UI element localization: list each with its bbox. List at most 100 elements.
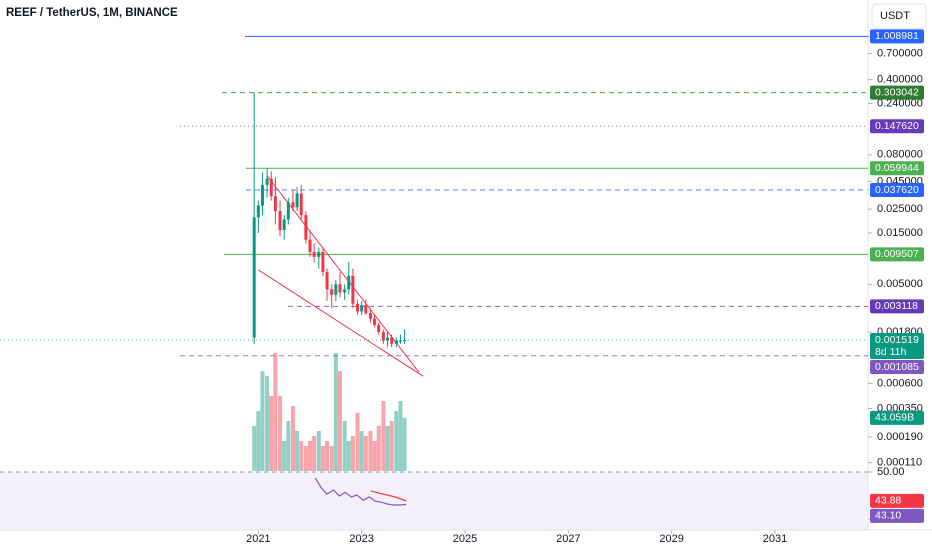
volume-bar — [282, 441, 287, 471]
candle-body — [256, 205, 260, 218]
candle-body — [330, 289, 334, 295]
volume-badge-bg — [870, 410, 924, 425]
volume-bar — [260, 371, 265, 471]
price-badge: 0.037620 — [870, 183, 924, 198]
volume-bar — [312, 435, 317, 471]
y-tick-label: 0.000110 — [877, 457, 922, 469]
volume-bar — [394, 411, 399, 471]
volume-bar — [299, 441, 304, 471]
currency-button[interactable]: USDT — [871, 3, 927, 29]
price-badge-text: 0.147620 — [875, 120, 919, 132]
price-badge-bg — [870, 161, 924, 176]
candle-body — [356, 303, 360, 312]
rsi-badge: 43.88 — [870, 493, 924, 508]
y-tick-label: 0.400000 — [877, 74, 923, 86]
rsi-pane — [0, 472, 868, 530]
rsi-badge-bg — [870, 508, 924, 523]
rsi-badge-bg — [870, 493, 924, 508]
candle-body — [321, 251, 325, 273]
rsi-badge-text: 43.10 — [875, 510, 901, 522]
price-badge: 0.147620 — [870, 119, 924, 134]
volume-badge-text: 43.059B — [875, 412, 914, 424]
volume-bar — [342, 421, 347, 471]
volume-bar — [350, 435, 355, 471]
trendline — [258, 269, 424, 377]
candle-body — [334, 284, 338, 295]
x-tick-label: 2029 — [659, 533, 683, 545]
volume-bar — [269, 395, 274, 471]
rsi-line — [370, 490, 407, 502]
y-tick-label: 0.015000 — [877, 227, 923, 239]
trendline — [266, 175, 420, 373]
volume-bar — [286, 421, 291, 471]
candle-body — [295, 193, 299, 208]
price-badge-text: 0.009507 — [875, 248, 919, 260]
volume-bar — [402, 417, 407, 471]
volume-bar — [308, 441, 312, 471]
candle-body — [338, 284, 342, 293]
price-badge: 0.003118 — [870, 299, 924, 314]
candle-body — [343, 289, 347, 293]
candle-body — [360, 305, 364, 312]
price-badge-bg — [870, 119, 924, 134]
volume-bar — [256, 411, 261, 471]
volume-bar — [252, 425, 257, 471]
price-badge: 1.008981 — [870, 29, 924, 44]
candle-body — [390, 337, 394, 344]
x-tick-label: 2031 — [763, 533, 787, 545]
candle-body — [308, 239, 312, 252]
volume-bar — [389, 421, 394, 471]
candle-body — [273, 196, 277, 212]
x-tick-label: 2027 — [556, 533, 580, 545]
candle-body — [394, 340, 398, 344]
price-badge-bg — [870, 29, 924, 44]
price-badge-text: 0.059944 — [875, 162, 919, 174]
candle-body — [403, 339, 407, 341]
volume-bar — [346, 441, 351, 471]
candle-body — [347, 275, 351, 290]
volume-bar — [278, 395, 283, 471]
candle-body — [265, 178, 269, 185]
volume-bar — [368, 431, 373, 471]
price-badge-bg — [870, 85, 924, 100]
volume-bar — [372, 441, 377, 471]
currency-button-text: USDT — [880, 10, 910, 22]
rsi-tick-label: 50.00 — [877, 466, 905, 478]
price-badge: 0.059944 — [870, 161, 924, 176]
price-badge-text: 0.303042 — [875, 86, 919, 98]
candle-body — [377, 324, 381, 333]
volume-bar — [325, 441, 330, 471]
candle-body — [312, 251, 316, 257]
volume-badge: 43.059B — [870, 410, 924, 425]
y-tick-label: 0.005000 — [877, 278, 923, 290]
x-tick-label: 2021 — [246, 533, 270, 545]
candle-body — [398, 340, 402, 342]
candle-body — [304, 215, 308, 240]
price-badge-bg — [870, 359, 924, 374]
volume-bar — [355, 412, 360, 471]
volume-bar — [333, 353, 338, 471]
rsi-badge-text: 43.88 — [875, 495, 901, 507]
volume-bar — [295, 431, 300, 471]
volume-bar — [290, 405, 295, 471]
candle-body — [381, 332, 385, 341]
volume-bar — [303, 445, 308, 471]
volume-bar — [376, 425, 381, 471]
candle-body — [278, 211, 282, 230]
price-badge-text: 0.003118 — [875, 300, 918, 312]
y-tick-label: 0.080000 — [877, 149, 923, 161]
volume-bar — [363, 435, 368, 471]
symbol-title: REEF / TetherUS, 1M, BINANCE — [6, 7, 178, 19]
price-badge-text: 0.001085 — [875, 361, 919, 373]
candle-body — [373, 318, 377, 325]
price-badge-text: 0.001519 — [875, 334, 919, 346]
candle-body — [260, 184, 264, 206]
price-badge-bg — [870, 247, 924, 262]
plot: 1.0000000.7000000.4000000.2400000.080000… — [0, 3, 927, 545]
price-badge-bg — [870, 332, 924, 359]
volume-bar — [337, 371, 342, 471]
volume-bar — [359, 431, 364, 471]
